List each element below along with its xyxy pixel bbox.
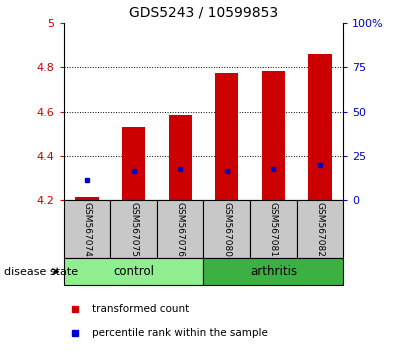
Text: GSM567074: GSM567074 [83, 202, 92, 257]
Text: percentile rank within the sample: percentile rank within the sample [92, 328, 268, 338]
Text: GSM567082: GSM567082 [315, 202, 324, 257]
Bar [203, 258, 343, 285]
Bar [122, 127, 145, 200]
Bar [157, 200, 203, 258]
Bar [64, 200, 110, 258]
Bar [215, 73, 238, 200]
Text: disease state: disease state [4, 267, 78, 277]
Bar [308, 53, 332, 200]
Text: GSM567076: GSM567076 [175, 202, 185, 257]
Text: transformed count: transformed count [92, 303, 189, 314]
Text: arthritis: arthritis [250, 265, 297, 278]
Bar [250, 200, 297, 258]
Bar [297, 200, 343, 258]
Text: GSM567080: GSM567080 [222, 202, 231, 257]
Bar [169, 115, 192, 200]
Title: GDS5243 / 10599853: GDS5243 / 10599853 [129, 5, 278, 19]
Bar [75, 197, 99, 200]
Bar [110, 200, 157, 258]
Bar [203, 200, 250, 258]
Text: GSM567081: GSM567081 [269, 202, 278, 257]
Bar [64, 258, 203, 285]
Bar [262, 71, 285, 200]
Text: GSM567075: GSM567075 [129, 202, 138, 257]
Text: control: control [113, 265, 154, 278]
